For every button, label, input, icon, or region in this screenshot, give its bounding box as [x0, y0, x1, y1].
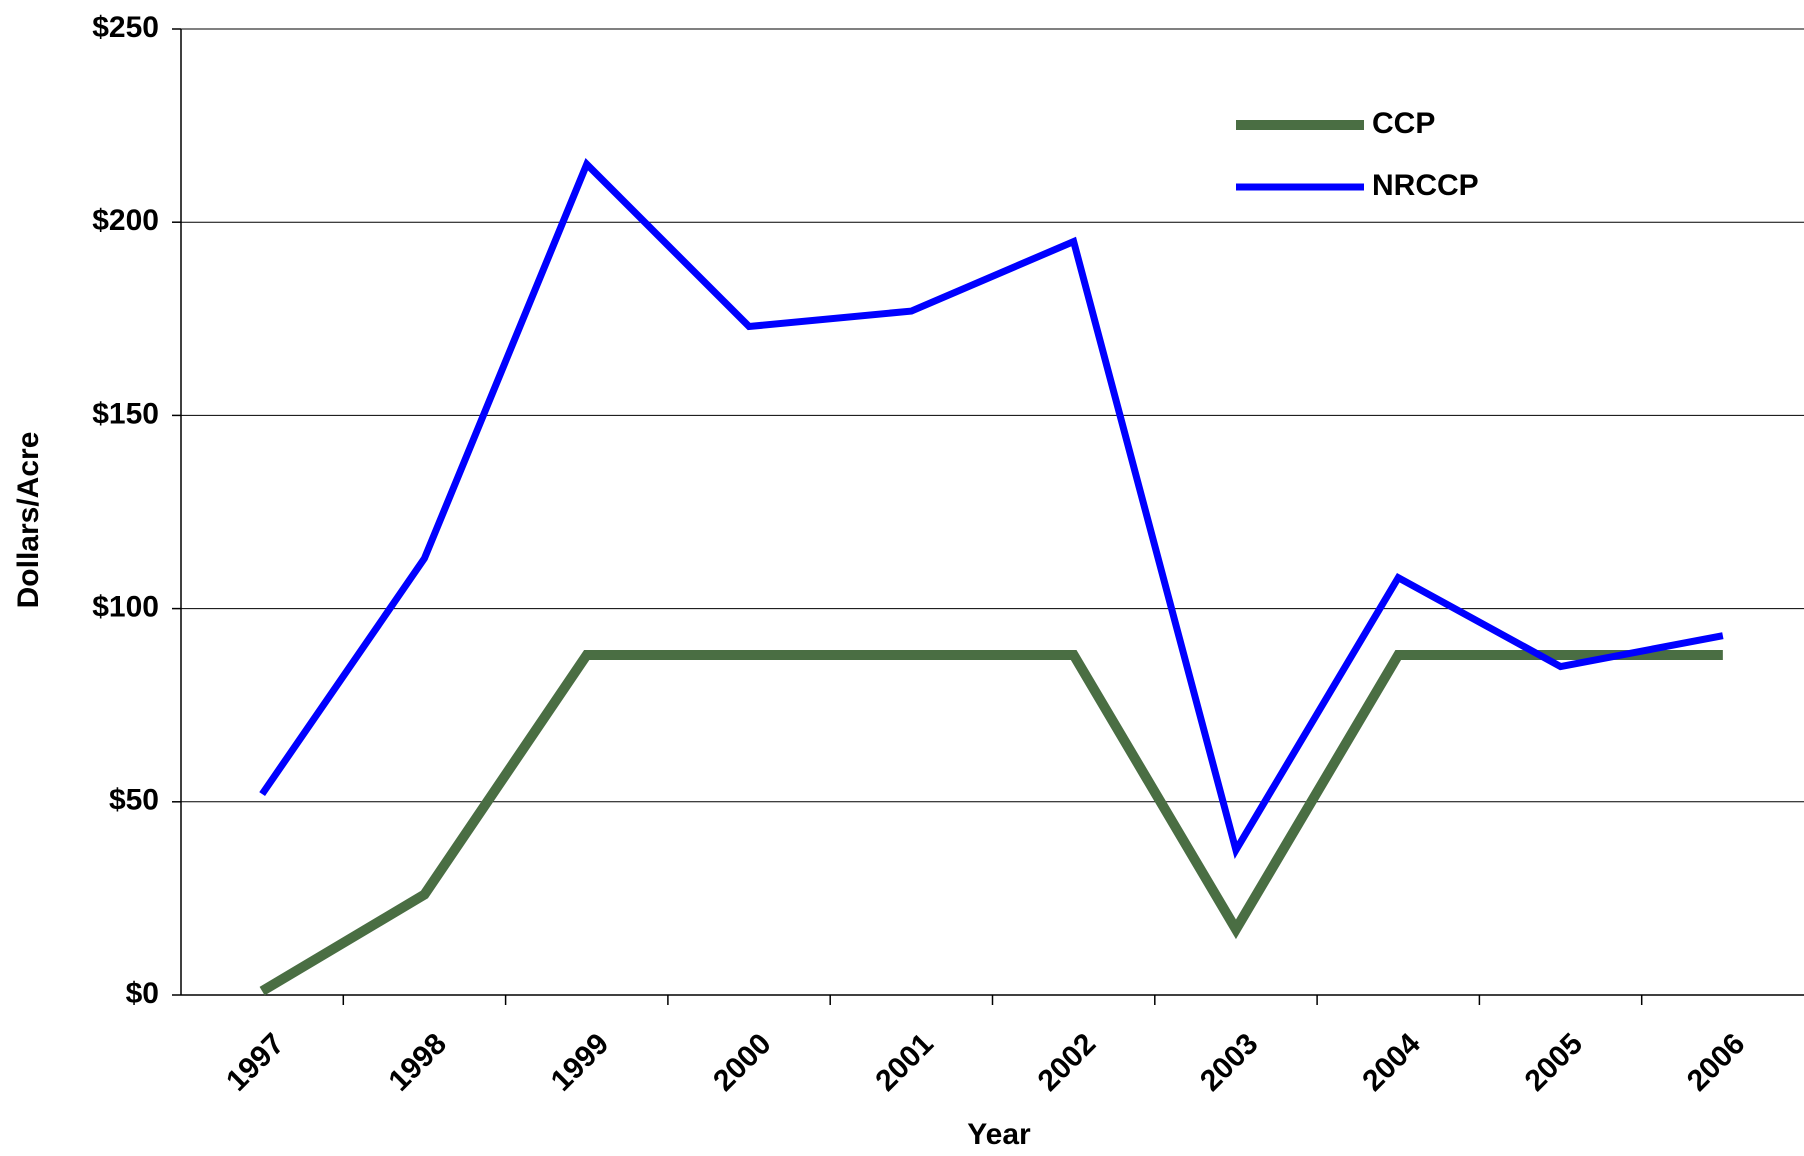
x-axis-title: Year: [967, 1118, 1031, 1151]
x-tick-label: 2004: [1356, 1027, 1427, 1098]
series-line: [259, 158, 1724, 860]
y-tick-label: $200: [92, 204, 159, 237]
x-tick-label: 1997: [220, 1027, 291, 1098]
x-tick-label: 2001: [869, 1027, 940, 1098]
y-axis-title: Dollars/Acre: [12, 432, 45, 609]
x-tick-label: 1998: [382, 1027, 453, 1098]
x-tick-label: 2002: [1032, 1027, 1103, 1098]
y-tick-label: $50: [109, 784, 159, 817]
legend-label: NRCCP: [1372, 169, 1479, 202]
x-tick-label: 1999: [545, 1027, 616, 1098]
y-tick-label: $100: [92, 591, 159, 624]
x-tick-label: 2000: [707, 1027, 778, 1098]
y-tick-label: $0: [126, 977, 159, 1010]
x-tick-label: 2006: [1681, 1027, 1752, 1098]
y-tick-label: $250: [92, 11, 159, 44]
series-line: [259, 649, 1723, 996]
x-tick-label: 2005: [1519, 1027, 1590, 1098]
x-tick-label: 2003: [1194, 1027, 1265, 1098]
y-tick-label: $150: [92, 397, 159, 430]
legend-label: CCP: [1372, 107, 1435, 140]
